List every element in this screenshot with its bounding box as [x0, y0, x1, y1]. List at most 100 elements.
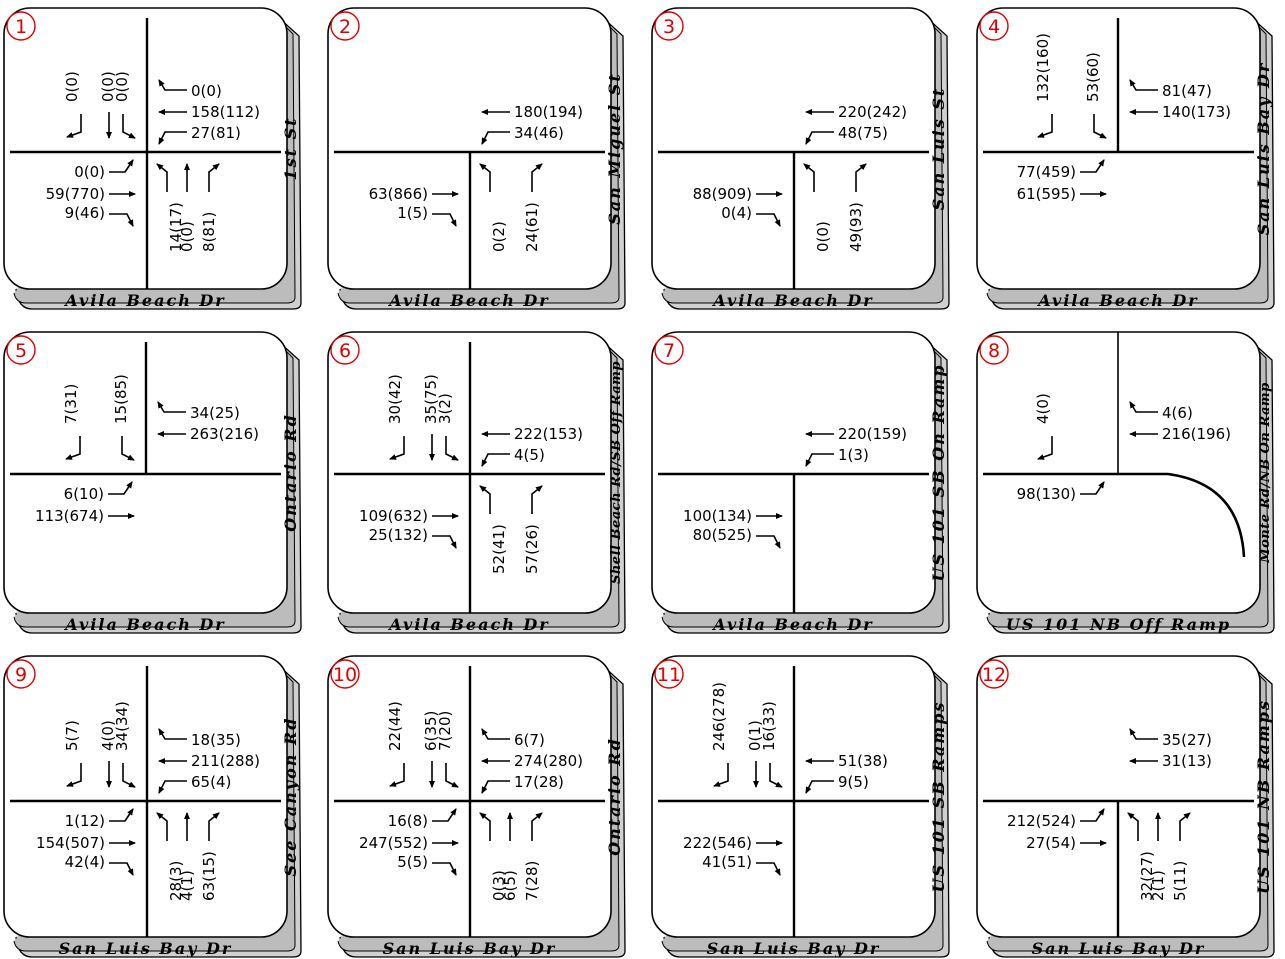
- nb-right-arrow: [1179, 812, 1191, 841]
- intersection-panel-5: 5 Avila Beach Dr Ontario Rd 7(31) 15(85) 34(2…: [3, 331, 302, 634]
- sb-right-arrow: [1093, 114, 1107, 139]
- intersection-panel-12: 12 San Luis Bay Dr US 101 NB Ramps 35(27) 31…: [976, 655, 1275, 958]
- street-name-bottom: Avila Beach Dr: [387, 291, 549, 310]
- panel-number-badge: [654, 335, 684, 365]
- sb-right-arrow: [121, 436, 135, 461]
- wb-left-volume: 1(3): [838, 446, 869, 464]
- wb-right-volume: 18(35): [191, 731, 241, 749]
- nb-right-volume: 63(15): [200, 851, 218, 901]
- eb-left-volume: 16(8): [388, 812, 428, 830]
- eb-right-volume: 41(51): [702, 853, 752, 871]
- panel-number-badge: [979, 11, 1009, 41]
- eb-through-volume: 27(54): [1026, 834, 1076, 852]
- panel-frame: [3, 7, 288, 290]
- panel-number-badge: [654, 11, 684, 41]
- eb-left-volume: 0(0): [74, 163, 105, 181]
- nb-left-arrow: [479, 163, 491, 192]
- sb-left-volume: 132(160): [1034, 33, 1052, 102]
- nb-left-volume: 0(3): [490, 870, 508, 901]
- sb-left-arrow: [713, 763, 729, 787]
- street-name-bottom: San Luis Bay Dr: [1032, 939, 1206, 958]
- nb-through-volume: 6(5): [501, 870, 519, 901]
- panel-number: 12: [982, 664, 1006, 686]
- panel-number: 3: [663, 16, 675, 38]
- eb-right-volume: 5(5): [397, 853, 428, 871]
- wb-left-arrow: [158, 780, 187, 794]
- wb-right-volume: 81(47): [1162, 82, 1212, 100]
- eb-through-volume: 109(632): [359, 507, 428, 525]
- street-name-side: Ontario Rd: [281, 413, 300, 532]
- road-curve: [983, 472, 1246, 558]
- panel-number: 4: [988, 16, 1000, 38]
- sb-left-volume: 22(44): [386, 701, 404, 751]
- panel-number-badge: [6, 335, 36, 365]
- panel-number-badge: [330, 659, 360, 689]
- sb-through-volume: 0(0): [99, 71, 117, 102]
- wb-left-volume: 17(28): [514, 773, 564, 791]
- sb-left-volume: 4(0): [1034, 393, 1052, 424]
- eb-left-volume: 212(524): [1007, 812, 1076, 830]
- nb-left-arrow: [479, 485, 491, 514]
- eb-left-arrow: [432, 808, 457, 822]
- wb-left-volume: 4(5): [514, 446, 545, 464]
- wb-left-arrow: [481, 780, 510, 794]
- street-name-side: San Luis St: [929, 87, 948, 211]
- intersection-panel-11: 11 San Luis Bay Dr US 101 SB Ramps 246(278)…: [651, 655, 950, 958]
- sb-right-arrow: [769, 763, 783, 788]
- sb-through-volume: 35(75): [422, 374, 440, 424]
- wb-through-volume: 263(216): [190, 425, 259, 443]
- intersection-panel-2: 2 Avila Beach Dr San Miguel St 180(194) 34(4…: [327, 7, 626, 310]
- street-name-side: 1st St: [281, 116, 300, 180]
- street-name-side: See Canyon Rd: [281, 717, 300, 877]
- wb-left-volume: 34(46): [514, 124, 564, 142]
- wb-through-volume: 220(242): [838, 103, 907, 121]
- wb-through-volume: 140(173): [1162, 103, 1231, 121]
- nb-right-arrow: [531, 163, 543, 192]
- eb-right-arrow: [432, 862, 457, 876]
- eb-right-arrow: [756, 213, 781, 227]
- eb-right-volume: 42(4): [65, 853, 105, 871]
- nb-right-volume: 8(81): [200, 212, 218, 252]
- street-name-bottom: Avila Beach Dr: [63, 291, 225, 310]
- wb-through-volume: 274(280): [514, 752, 583, 770]
- nb-through-volume: 0(0): [178, 221, 196, 252]
- sb-left-arrow: [1037, 436, 1053, 460]
- eb-right-arrow: [432, 535, 457, 549]
- street-name-bottom: San Luis Bay Dr: [59, 939, 233, 958]
- nb-left-volume: 0(2): [490, 221, 508, 252]
- wb-through-volume: 220(159): [838, 425, 907, 443]
- panel-number-badge: [330, 11, 360, 41]
- nb-right-volume: 57(26): [523, 524, 541, 574]
- nb-left-volume: 14(17): [167, 202, 185, 252]
- panel-number: 9: [15, 664, 27, 686]
- nb-left-volume: 32(27): [1138, 851, 1156, 901]
- eb-left-volume: 77(459): [1017, 163, 1076, 181]
- eb-right-arrow: [756, 862, 781, 876]
- street-name-bottom: San Luis Bay Dr: [383, 939, 557, 958]
- sb-right-arrow: [122, 114, 136, 139]
- wb-right-arrow: [1129, 728, 1158, 740]
- street-name-side: US 101 SB On Ramp: [929, 364, 948, 582]
- eb-right-volume: 0(4): [721, 204, 752, 222]
- eb-through-volume: 61(595): [1017, 185, 1076, 203]
- nb-through-volume: 4(1): [178, 870, 196, 901]
- eb-right-arrow: [109, 862, 134, 876]
- panel-number-badge: [6, 11, 36, 41]
- wb-through-volume: 211(288): [191, 752, 260, 770]
- wb-right-arrow: [157, 401, 186, 413]
- eb-through-volume: 113(674): [35, 507, 104, 525]
- wb-left-arrow: [481, 453, 510, 467]
- street-name-side: Shell Beach Rd/SB Off Ramp: [609, 361, 624, 584]
- panel-number: 6: [339, 340, 351, 362]
- sb-left-arrow: [389, 436, 405, 460]
- wb-left-volume: 9(5): [838, 773, 869, 791]
- street-name-bottom: Avila Beach Dr: [387, 615, 549, 634]
- eb-right-volume: 9(46): [65, 204, 105, 222]
- wb-right-arrow: [158, 728, 187, 740]
- panel-number: 1: [15, 16, 27, 38]
- intersection-panel-7: 7 Avila Beach Dr US 101 SB On Ramp 220(159)…: [651, 331, 950, 634]
- wb-right-arrow: [1129, 79, 1158, 91]
- eb-right-arrow: [109, 213, 134, 227]
- sb-right-volume: 16(33): [760, 701, 778, 751]
